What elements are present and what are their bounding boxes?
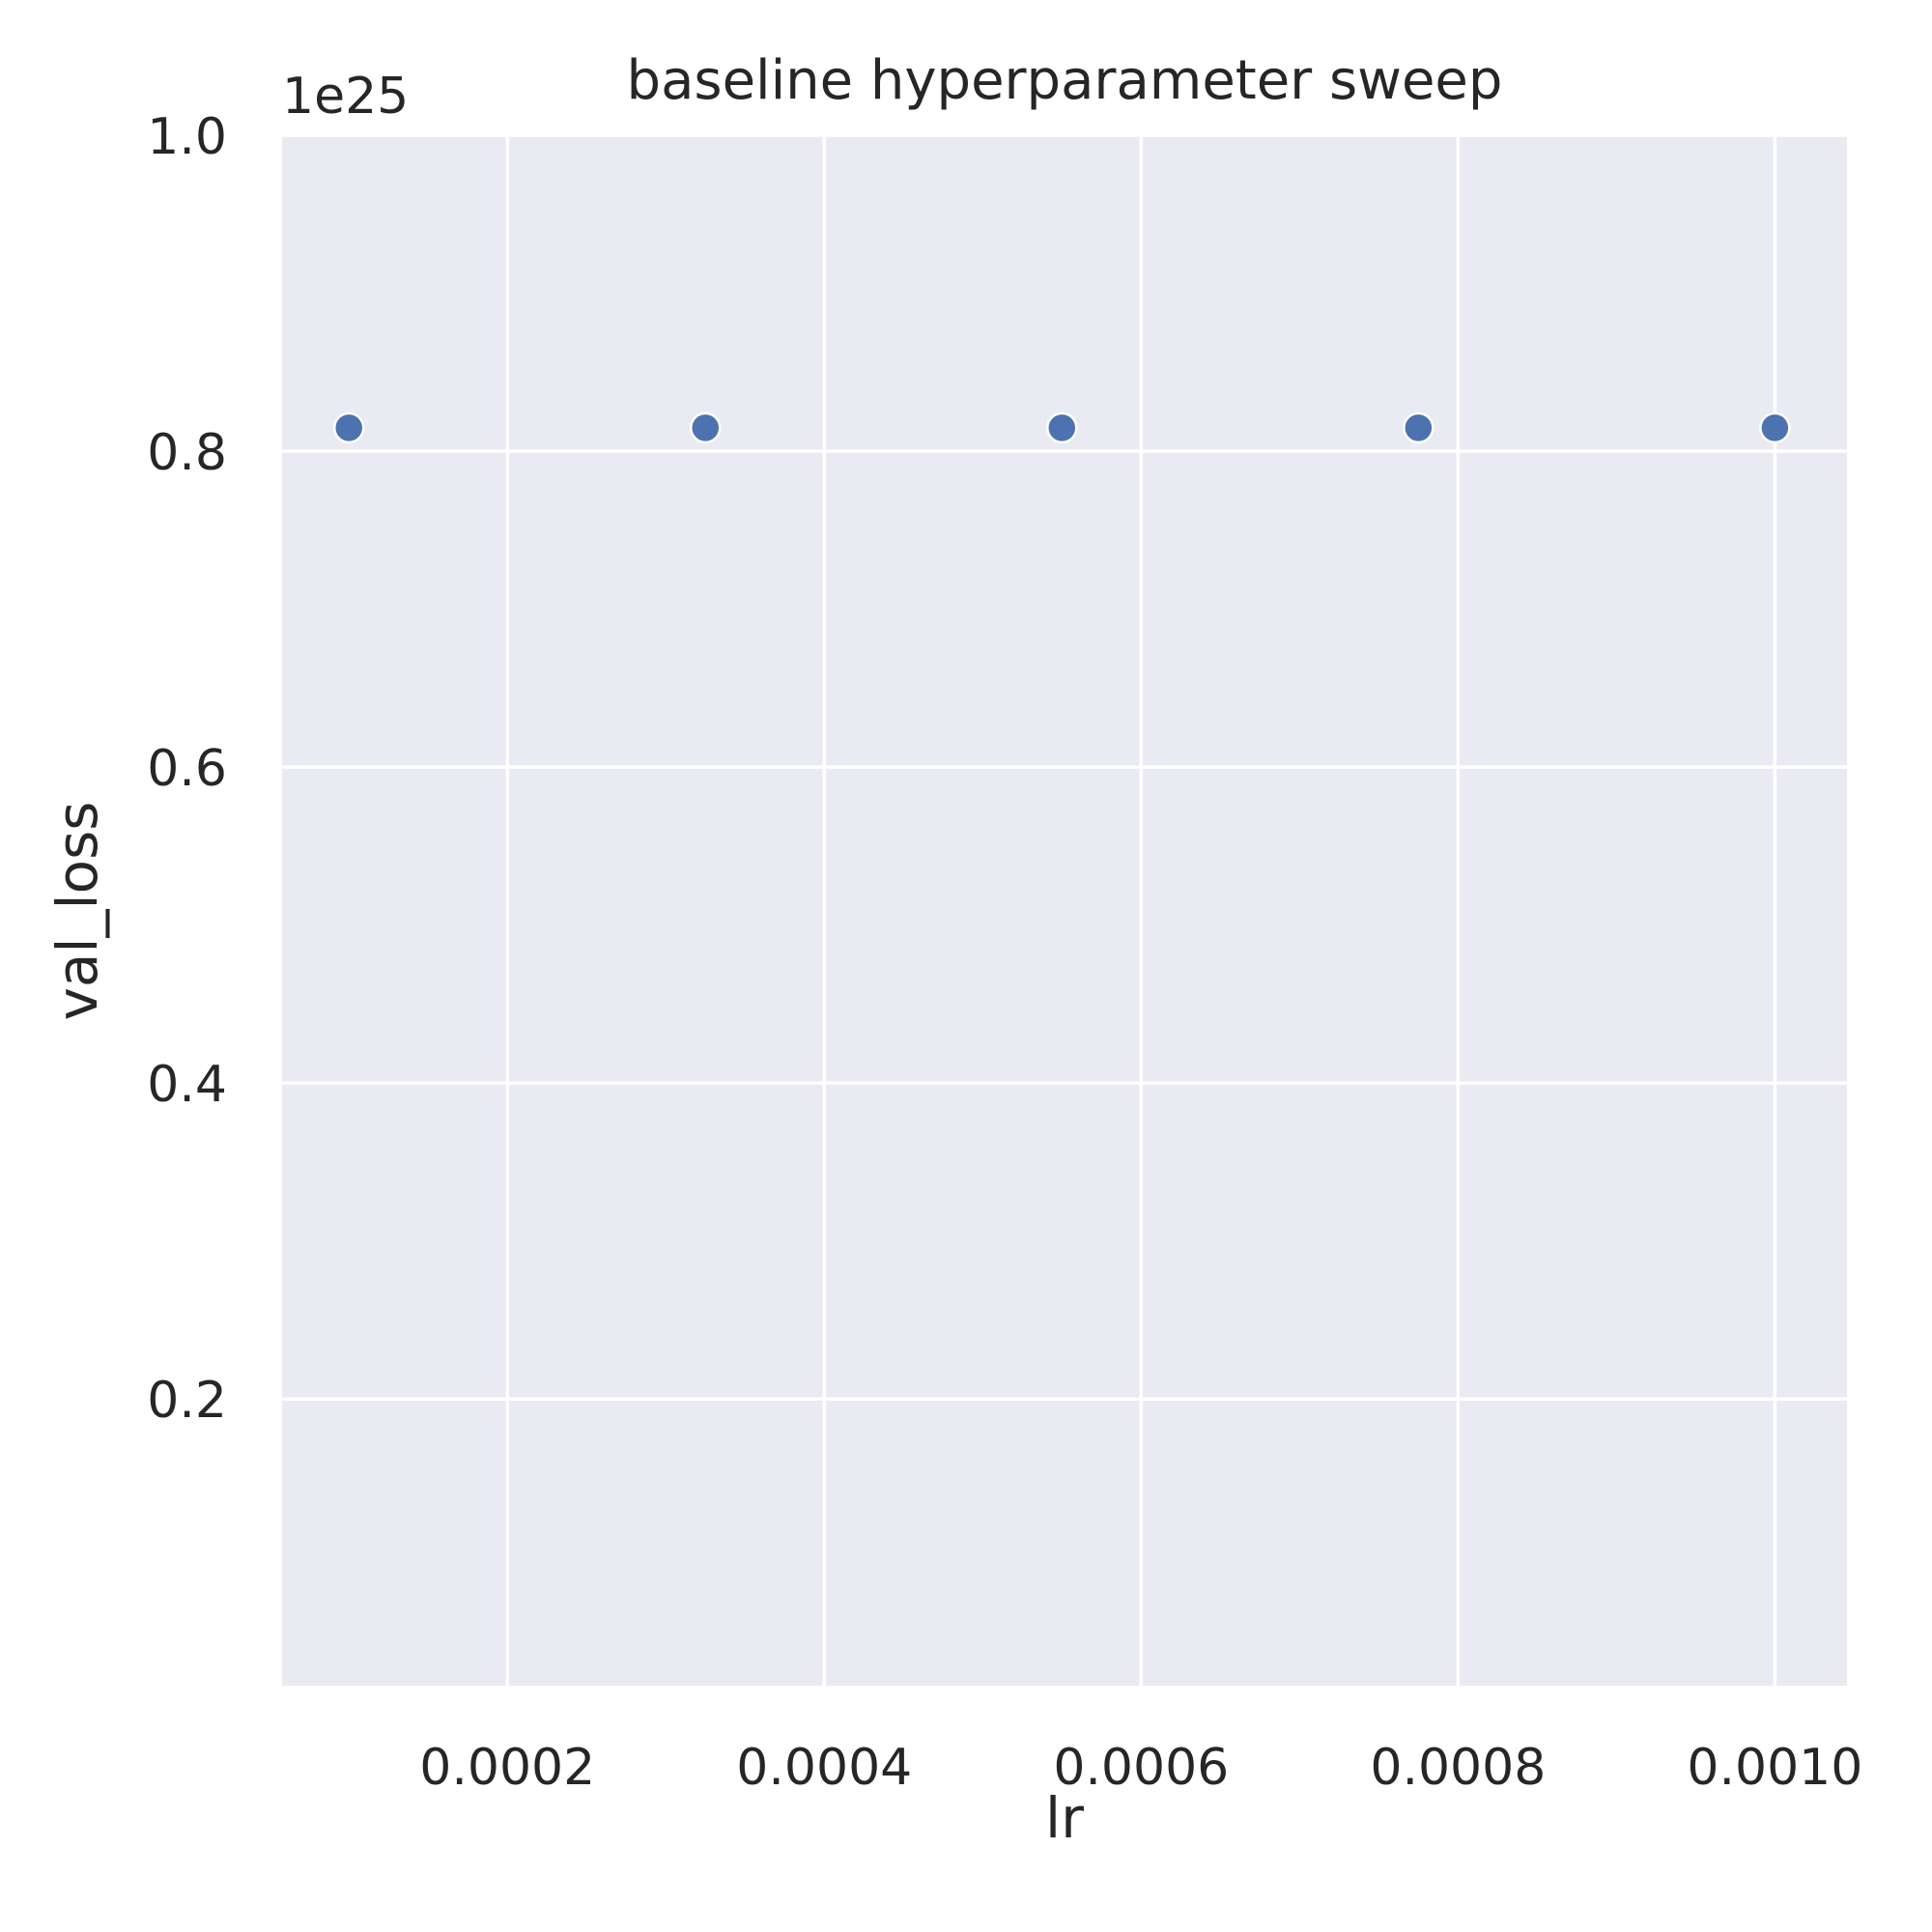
x-tick-label: 0.0006 (1053, 1739, 1229, 1797)
data-point (332, 412, 365, 444)
y-tick-label: 0.8 (147, 424, 227, 482)
grid-lines (282, 133, 1847, 1686)
x-tick-label: 0.0002 (419, 1739, 595, 1797)
data-point (1403, 412, 1435, 444)
data-points (332, 412, 1791, 444)
data-point (690, 412, 722, 444)
y-tick-label: 0.6 (147, 740, 227, 798)
y-axis-label: val_loss (44, 801, 110, 1020)
x-tick-label: 0.0004 (736, 1739, 912, 1797)
plot-area-background (282, 135, 1847, 1686)
chart-title: baseline hyperparameter sweep (627, 49, 1503, 112)
data-point (1046, 412, 1078, 444)
tick-labels: 0.0002 0.0004 0.0006 0.0008 0.0010 0.2 0.4 0.6 0… (147, 108, 1862, 1797)
x-axis-label: lr (1045, 1785, 1084, 1851)
data-point (1759, 412, 1791, 444)
y-axis-offset-label: 1e25 (282, 68, 409, 126)
x-tick-label: 0.0008 (1370, 1739, 1546, 1797)
y-tick-label: 1.0 (147, 108, 227, 166)
x-tick-label: 0.0010 (1687, 1739, 1862, 1797)
y-tick-label: 0.4 (147, 1056, 227, 1114)
y-tick-label: 0.2 (147, 1372, 227, 1430)
